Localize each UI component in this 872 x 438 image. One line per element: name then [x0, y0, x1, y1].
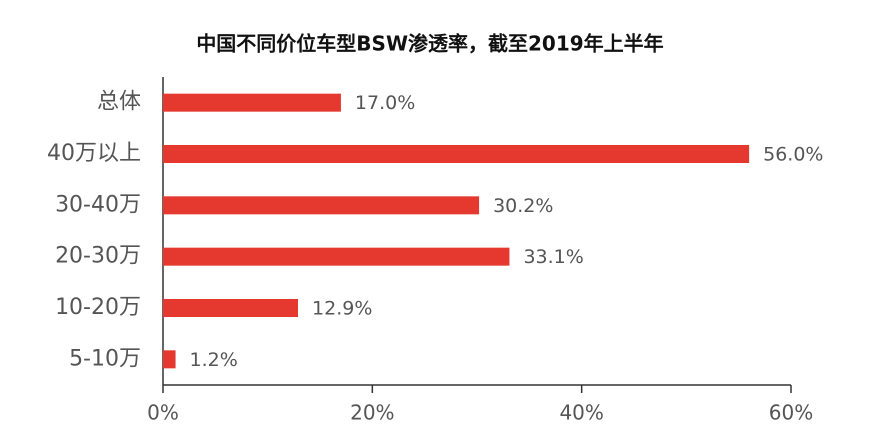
value-label: 30.2%: [493, 195, 553, 217]
y-tick-label: 20-30万: [55, 244, 141, 269]
y-tick-label: 30-40万: [55, 192, 141, 217]
chart-title: 中国不同价位车型BSW渗透率，截至2019年上半年: [196, 32, 663, 56]
bar: [163, 93, 341, 112]
bar: [163, 350, 176, 369]
value-label: 17.0%: [355, 92, 415, 114]
x-tick-label: 0%: [147, 401, 179, 425]
y-tick-label: 10-20万: [55, 295, 141, 320]
bar: [163, 196, 480, 215]
bar: [163, 145, 750, 163]
x-tick-label: 20%: [350, 401, 394, 425]
bar: [163, 247, 510, 266]
x-tick-label: 60%: [769, 401, 813, 425]
y-tick-label: 总体: [97, 90, 141, 115]
bar: [163, 299, 299, 317]
y-tick-label: 5-10万: [69, 346, 141, 371]
value-label: 12.9%: [312, 298, 372, 320]
value-label: 33.1%: [523, 246, 583, 268]
x-tick-label: 40%: [559, 401, 603, 425]
value-label: 1.2%: [190, 349, 238, 371]
value-label: 56.0%: [763, 144, 823, 166]
y-tick-label: 40万以上: [47, 141, 141, 166]
